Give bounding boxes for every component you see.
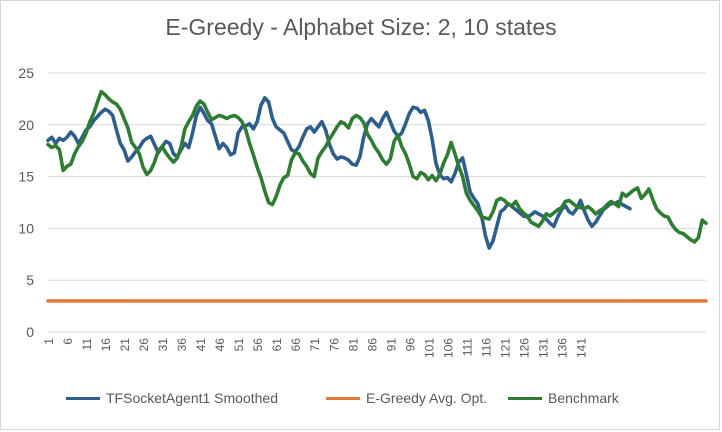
x-tick-label: 86 [365,338,379,352]
x-tick-label: 26 [137,338,151,352]
x-tick-label: 66 [289,338,303,352]
x-tick-label: 121 [498,338,512,358]
x-tick-label: 61 [270,338,284,352]
y-tick-label: 5 [26,272,34,288]
x-tick-label: 106 [441,338,455,358]
x-tick-label: 46 [213,338,227,352]
x-tick-label: 141 [574,338,588,358]
x-tick-label: 81 [346,338,360,352]
x-tick-label: 21 [118,338,132,352]
y-tick-label: 25 [18,65,34,81]
legend-label-egreedy: E-Greedy Avg. Opt. [366,390,488,406]
x-tick-label: 131 [536,338,550,358]
y-tick-label: 0 [26,324,34,340]
legend-swatch-tfsocketagent [66,396,100,400]
x-tick-label: 36 [175,338,189,352]
legend-label-benchmark: Benchmark [548,390,619,406]
legend: TFSocketAgent1 Smoothed E-Greedy Avg. Op… [0,390,722,414]
legend-item-tfsocketagent: TFSocketAgent1 Smoothed [66,390,278,406]
x-tick-label: 6 [61,338,75,345]
y-tick-label: 20 [18,117,34,133]
legend-swatch-benchmark [508,396,542,400]
x-tick-label: 16 [99,338,113,352]
x-tick-label: 56 [251,338,265,352]
x-tick-label: 1 [42,338,56,345]
y-tick-label: 15 [18,169,34,185]
x-tick-label: 116 [479,338,493,357]
x-tick-label: 31 [156,338,170,352]
x-tick-label: 41 [194,338,208,352]
legend-swatch-egreedy [326,396,360,400]
chart-title: E-Greedy - Alphabet Size: 2, 10 states [165,14,557,40]
x-tick-label: 96 [403,338,417,352]
y-tick-label: 10 [18,220,34,236]
x-tick-label: 101 [422,338,436,358]
series-line-benchmark [46,89,708,244]
legend-item-benchmark: Benchmark [508,390,619,406]
legend-item-egreedy: E-Greedy Avg. Opt. [326,390,487,406]
x-tick-label: 91 [384,338,398,352]
legend-label-tfsocketagent: TFSocketAgent1 Smoothed [106,390,278,406]
x-tick-label: 126 [517,338,531,358]
x-tick-label: 11 [80,338,94,351]
series-line-tfsocketagent1-smoothed [46,96,632,250]
x-tick-label: 51 [232,338,246,352]
x-tick-label: 76 [327,338,341,352]
x-tick-label: 136 [555,338,569,358]
x-tick-label: 71 [308,338,322,352]
x-tick-label: 111 [460,338,474,357]
